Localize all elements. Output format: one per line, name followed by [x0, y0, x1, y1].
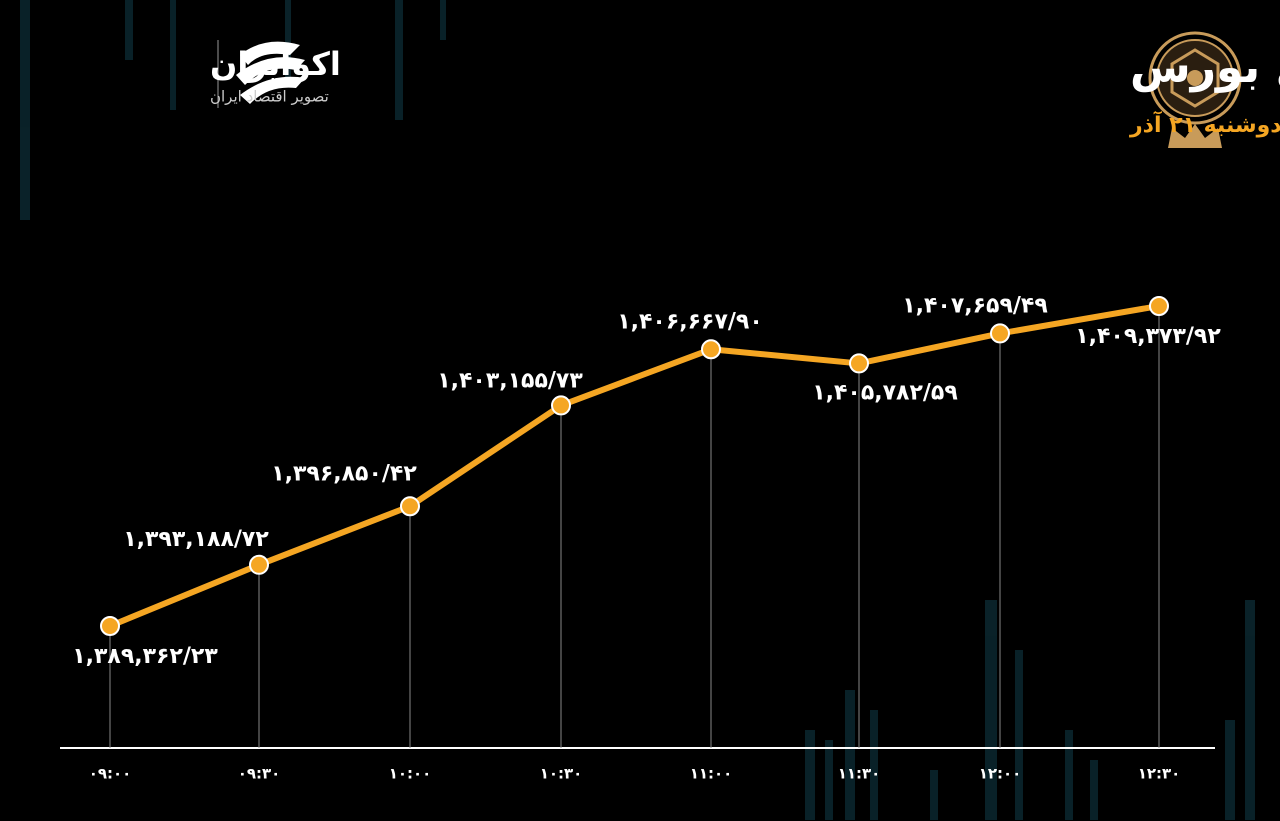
point [701, 339, 721, 360]
brand-tagline: تصویر اقتصاد ایران [210, 88, 329, 106]
decor-candles [20, 0, 1255, 820]
value-label: ۱,۳۹۳,۱۸۸/۷۲ [123, 527, 269, 552]
point [1149, 296, 1169, 316]
value-label: ۱,۴۰۷,۶۵۹/۴۹ [902, 293, 1048, 318]
point [100, 616, 120, 636]
x-tick-label: ۱۲:۳۰ [1138, 765, 1181, 783]
emblem [1148, 31, 1242, 148]
value-label: ۱,۴۰۳,۱۵۵/۷۳ [437, 368, 583, 393]
point [849, 353, 869, 374]
x-tick-label: ۰۹:۰۰ [89, 765, 132, 783]
chart-subtitle: دوشنبه ۲۱ آذر [1129, 110, 1280, 138]
x-tick-label: ۱۱:۳۰ [838, 765, 881, 783]
x-tick-label: ۰۹:۳۰ [238, 765, 281, 783]
chart-title: روند شاخص کل بورس [1130, 42, 1280, 93]
value-label: ۱,۴۰۹,۳۷۳/۹۲ [1075, 324, 1221, 349]
value-label: ۱,۴۰۵,۷۸۲/۵۹ [812, 380, 958, 405]
point [990, 323, 1010, 344]
x-tick-label: ۱۰:۳۰ [540, 765, 583, 783]
point [551, 395, 571, 416]
value-label: ۱,۳۸۹,۳۶۲/۲۳ [72, 644, 218, 669]
x-tick-label: ۱۱:۰۰ [690, 765, 733, 783]
point [400, 496, 420, 517]
value-label: ۱,۴۰۶,۶۶۷/۹۰ [617, 309, 763, 334]
x-tick-label: ۱۰:۰۰ [389, 765, 432, 783]
value-label: ۱,۳۹۶,۸۵۰/۴۲ [271, 461, 417, 486]
brand-logo [217, 40, 305, 108]
point [249, 554, 269, 575]
brand-name: اکوایران [210, 45, 341, 83]
x-tick-label: ۱۲:۰۰ [979, 765, 1022, 783]
line [108, 303, 1160, 629]
